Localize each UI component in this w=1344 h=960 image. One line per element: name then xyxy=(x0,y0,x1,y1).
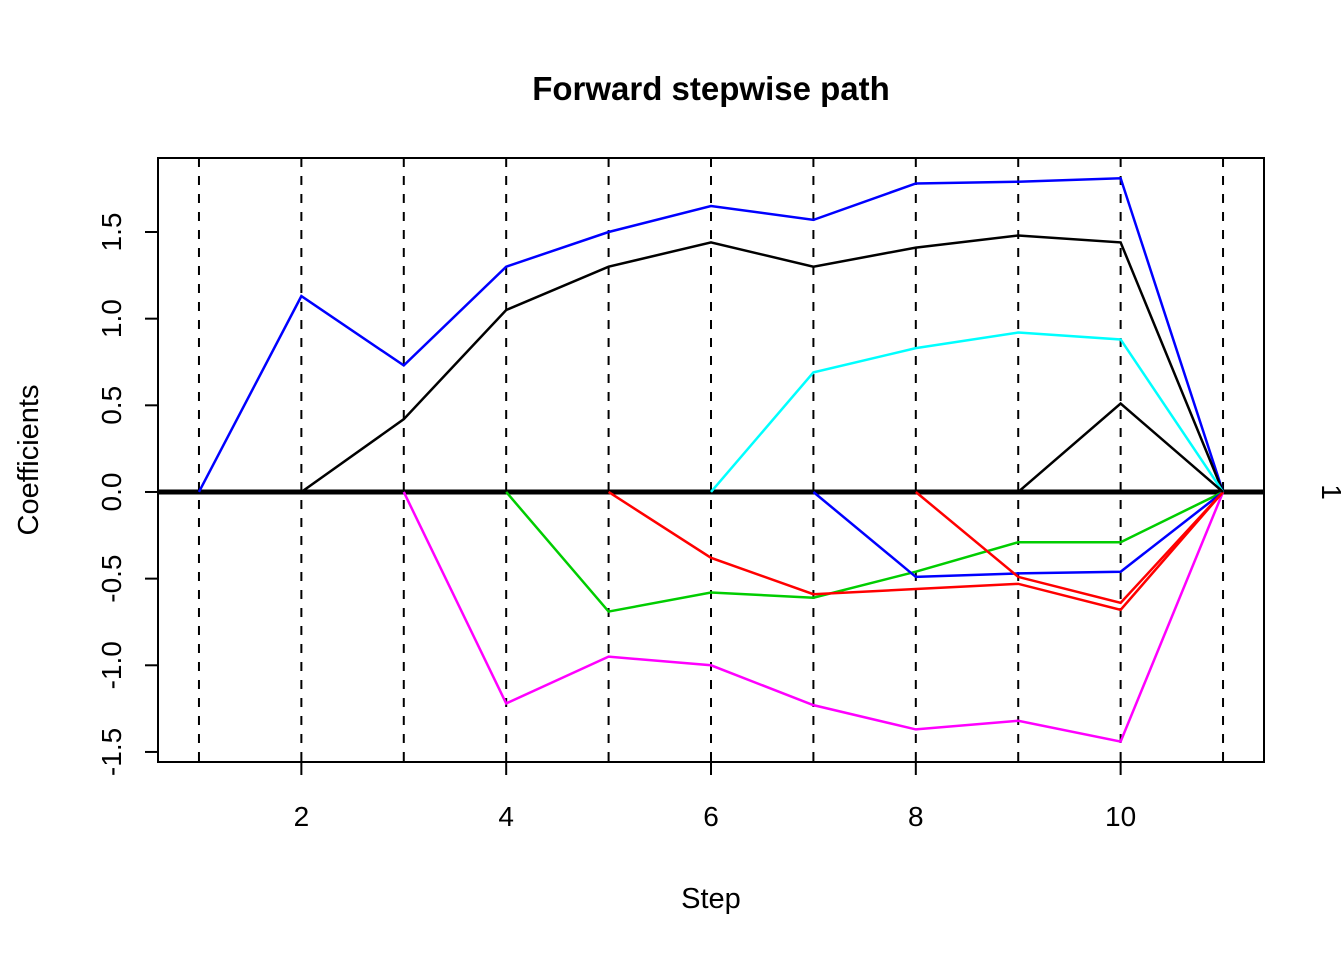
y-tick-label-1.0: 1.0 xyxy=(96,299,127,338)
plot-box xyxy=(157,157,1265,763)
series-line-coef-entered-step-5-red xyxy=(607,490,1224,612)
step-guide-lines xyxy=(197,158,1225,762)
y-tick-label--1.0: -1.0 xyxy=(96,641,127,689)
x-tick-label-10: 10 xyxy=(1105,801,1136,832)
x-tick-label-6: 6 xyxy=(703,801,719,832)
series-line-coef-entered-step-6-cyan xyxy=(710,331,1225,493)
chart-title: Forward stepwise path xyxy=(532,70,890,107)
series-line-coef-entered-step-7-blue xyxy=(812,490,1224,579)
x-tick-label-4: 4 xyxy=(498,801,514,832)
x-tick-label-2: 2 xyxy=(294,801,310,832)
x-tick-label-8: 8 xyxy=(908,801,924,832)
series-line-coef-entered-step-8-red xyxy=(915,491,1224,605)
y-tick-label-0.0: 0.0 xyxy=(96,473,127,512)
series-line-coef-entered-step-9-black xyxy=(1017,401,1224,493)
y-axis-label: Coefficients xyxy=(13,385,45,536)
axis-ticks-and-labels: -1.5 -1.0 -0.5 0.0 0.5 1.0 1.5 2 4 6 8 10 xyxy=(96,213,1136,832)
y-tick-label-0.5: 0.5 xyxy=(96,386,127,425)
y-tick-label--1.5: -1.5 xyxy=(96,728,127,776)
series-line-coef-entered-step-3-magenta xyxy=(402,491,1225,743)
y-tick-label--0.5: -0.5 xyxy=(96,555,127,603)
right-axis-label: 1 xyxy=(1316,484,1344,500)
series-line-coef-entered-step-4-green xyxy=(505,490,1224,613)
x-axis-label: Step xyxy=(681,883,741,915)
coefficient-paths xyxy=(197,176,1225,743)
y-tick-label-1.5: 1.5 xyxy=(96,213,127,252)
series-line-coef-entered-step-1-blue xyxy=(197,176,1225,493)
series-line-coef-entered-step-2-black xyxy=(300,234,1225,493)
plot-border xyxy=(157,157,1265,763)
